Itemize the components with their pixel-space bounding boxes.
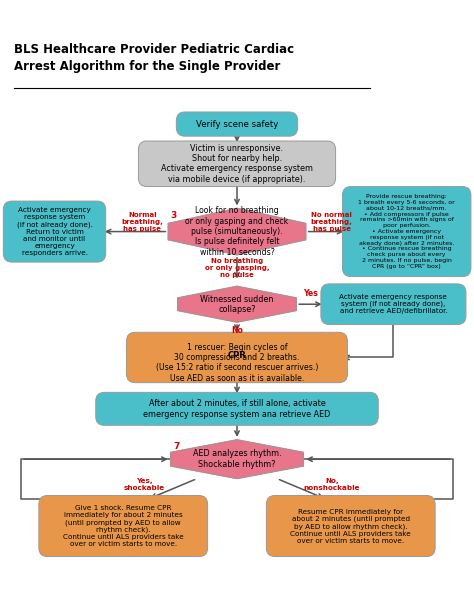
Text: Verify scene safety: Verify scene safety bbox=[196, 120, 278, 129]
Text: Activate emergency response
system (if not already done),
and retrieve AED/defib: Activate emergency response system (if n… bbox=[339, 294, 447, 314]
FancyBboxPatch shape bbox=[266, 495, 435, 557]
FancyBboxPatch shape bbox=[138, 141, 336, 186]
Text: CPR: CPR bbox=[228, 351, 246, 360]
Text: 7: 7 bbox=[173, 442, 179, 451]
Text: 1 rescuer: Begin cycles of
30 compressions and 2 breaths.
(Use 15:2 ratio if sec: 1 rescuer: Begin cycles of 30 compressio… bbox=[156, 343, 318, 383]
Text: Yes: Yes bbox=[303, 289, 318, 298]
FancyBboxPatch shape bbox=[321, 284, 466, 324]
FancyBboxPatch shape bbox=[176, 112, 298, 136]
Text: Provide rescue breathing:
1 breath every 5-6 seconds, or
about 10-12 breaths/mm.: Provide rescue breathing: 1 breath every… bbox=[358, 194, 455, 269]
Text: www.QuicklyCertify.com: www.QuicklyCertify.com bbox=[142, 589, 332, 603]
Text: Resume CPR immediately for
about 2 minutes (until prompted
by AED to allow rhyth: Resume CPR immediately for about 2 minut… bbox=[291, 509, 411, 544]
FancyBboxPatch shape bbox=[127, 332, 347, 383]
FancyBboxPatch shape bbox=[96, 392, 378, 425]
FancyBboxPatch shape bbox=[342, 186, 471, 276]
Text: Yes,
shockable: Yes, shockable bbox=[124, 478, 165, 492]
Text: Victim is unresponsive.
Shout for nearby help.
Activate emergency response syste: Victim is unresponsive. Shout for nearby… bbox=[161, 143, 313, 184]
Text: 3: 3 bbox=[171, 211, 177, 219]
Text: The Academy of Online Education and Certifications: The Academy of Online Education and Cert… bbox=[205, 15, 460, 25]
FancyBboxPatch shape bbox=[39, 495, 208, 557]
Polygon shape bbox=[171, 440, 303, 479]
Text: BLS Healthcare Provider Pediatric Cardiac
Arrest Algorithm for the Single Provid: BLS Healthcare Provider Pediatric Cardia… bbox=[14, 43, 294, 73]
Polygon shape bbox=[168, 208, 306, 255]
Text: No,
nonshockable: No, nonshockable bbox=[303, 478, 360, 492]
Text: After about 2 minutes, if still alone, activate
emergency response system ana re: After about 2 minutes, if still alone, a… bbox=[143, 399, 331, 419]
Text: AED analyzes rhythm.
Shockable rhythm?: AED analyzes rhythm. Shockable rhythm? bbox=[193, 449, 281, 469]
Text: Look for no breathing
or only gasping and check
pulse (simultaneously).
Is pulse: Look for no breathing or only gasping an… bbox=[185, 207, 289, 257]
FancyBboxPatch shape bbox=[3, 201, 106, 262]
Polygon shape bbox=[178, 286, 296, 322]
Text: No breathing
or only gasping,
no pulse: No breathing or only gasping, no pulse bbox=[205, 258, 269, 278]
Text: No normal
breathing,
has pulse: No normal breathing, has pulse bbox=[311, 212, 353, 232]
Text: Activate emergency
response system
(if not already done).
Return to victim
and m: Activate emergency response system (if n… bbox=[17, 207, 92, 256]
Text: Witnessed sudden
collapse?: Witnessed sudden collapse? bbox=[201, 294, 273, 314]
Text: No: No bbox=[231, 326, 243, 335]
Text: Give 1 shock. Resume CPR
immediately for about 2 minutes
(until prompted by AED : Give 1 shock. Resume CPR immediately for… bbox=[63, 505, 183, 547]
Text: Normal
breathing,
has pulse: Normal breathing, has pulse bbox=[121, 212, 163, 232]
